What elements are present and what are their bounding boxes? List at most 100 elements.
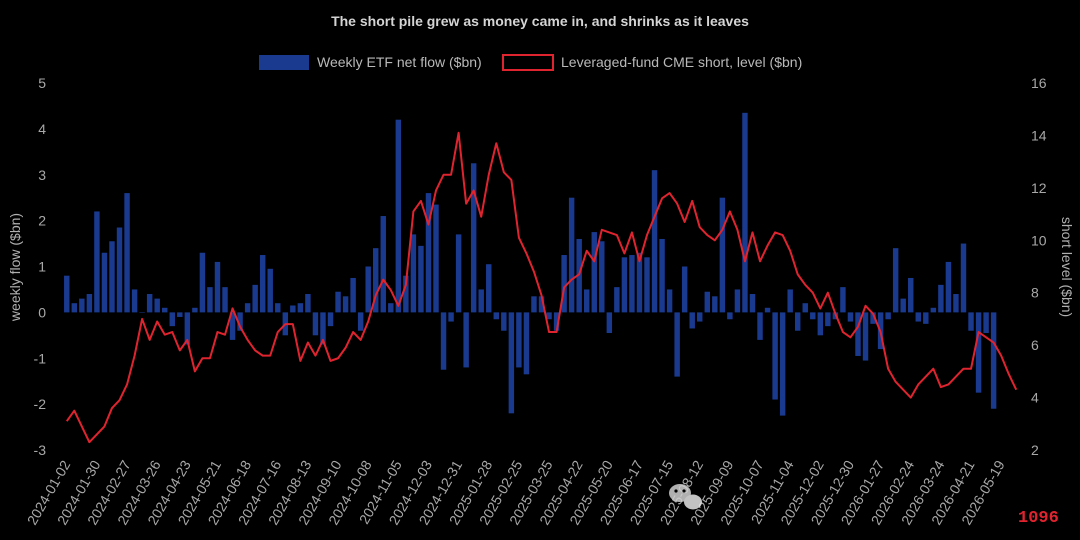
flow-bar [576,238,582,313]
flow-bar [629,255,635,313]
flow-bar [259,255,266,313]
flow-bar [968,312,974,331]
flow-bar [305,294,311,313]
flow-bar [455,234,462,313]
flow-bar [229,312,236,340]
flow-bar [116,227,123,313]
flow-bar [606,312,613,334]
legend-bar-label: Weekly ETF net flow ($bn) [317,54,482,70]
flow-bar [953,294,959,313]
flow-bar [712,296,718,313]
y-tick-left: -1 [34,350,47,366]
flow-bar [184,312,191,345]
flow-bar [689,312,695,329]
y-tick-right: 14 [1031,127,1047,143]
y-tick-right: 10 [1031,232,1047,248]
flow-bar [892,248,899,313]
flow-bar [561,255,567,313]
flow-bar [817,312,824,336]
flow-bar [764,307,771,313]
flow-bar [94,211,100,313]
flow-bar [101,252,108,313]
flow-bar [584,289,590,313]
flow-bar [591,232,597,313]
y-axis-left-label: weekly flow ($bn) [7,213,23,322]
flow-bar [862,312,869,361]
flow-bar [923,312,929,324]
y-tick-left: 0 [38,304,46,320]
flow-bar [568,197,575,313]
y-tick-left: 5 [38,75,46,91]
flow-bar [177,312,183,317]
flow-bar [162,307,168,313]
flow-bar [501,312,507,331]
y-tick-left: 4 [38,121,46,137]
y-tick-left: 1 [38,259,46,275]
flow-bar [448,312,454,322]
chart-title: The short pile grew as money came in, an… [331,13,749,29]
flow-bar [855,312,861,356]
flow-bar [802,303,808,313]
flow-bar [757,312,763,340]
flow-bar [433,204,439,313]
flow-bar [742,112,748,313]
flow-bar [86,294,93,313]
flow-bar [870,312,876,324]
flow-bar [847,312,854,322]
flow-bar [538,296,545,313]
flow-bar [131,289,138,313]
flow-bar [990,312,997,409]
flow-bar [425,193,432,313]
flow-bar [139,312,145,313]
bar-series [64,112,997,416]
y-tick-right: 16 [1031,75,1047,91]
flow-bar [478,289,484,313]
flow-bar [915,312,921,322]
y-tick-right: 6 [1031,337,1039,353]
flow-bar [704,291,710,313]
y-tick-right: 8 [1031,285,1039,301]
flow-bar [945,261,952,313]
flow-bar [885,312,891,320]
flow-bar [64,275,70,313]
line-series [65,131,1018,444]
flow-bar [938,284,944,313]
watermark-text: 1096 [1018,509,1059,528]
flow-bar [516,312,522,368]
flow-bar [320,312,326,345]
wechat-icon [669,484,702,510]
flow-bar [651,170,658,313]
legend-bar-swatch [259,55,309,70]
flow-bar [463,312,469,368]
y-tick-right: 12 [1031,180,1047,196]
flow-bar [621,257,628,313]
flow-bar [275,303,281,313]
flow-bar [146,294,153,313]
flow-bar [380,216,386,313]
flow-bar [960,243,967,313]
flow-bar [794,312,801,331]
flow-bar [342,296,349,313]
legend-line-label: Leveraged-fund CME short, level ($bn) [561,54,802,70]
flow-bar [840,287,846,313]
flow-bar [388,303,394,313]
flow-bar [395,119,402,313]
y-tick-left: -2 [34,396,47,412]
y-axis-left: 5 4 3 2 1 0 -1 -2 -3 [34,75,47,458]
flow-bar [403,275,409,313]
flow-bar [244,303,251,313]
flow-bar [486,264,492,313]
y-tick-left: -3 [34,442,47,458]
flow-bar [975,312,982,393]
flow-bar [779,312,786,416]
flow-bar [553,312,560,331]
flow-bar [930,307,937,313]
flow-bar [546,312,552,320]
flow-bar [531,296,537,313]
flow-bar [734,289,741,313]
flow-bar [674,312,680,377]
flow-bar [79,298,85,313]
flow-bar [636,252,643,313]
flow-bar [365,266,371,313]
